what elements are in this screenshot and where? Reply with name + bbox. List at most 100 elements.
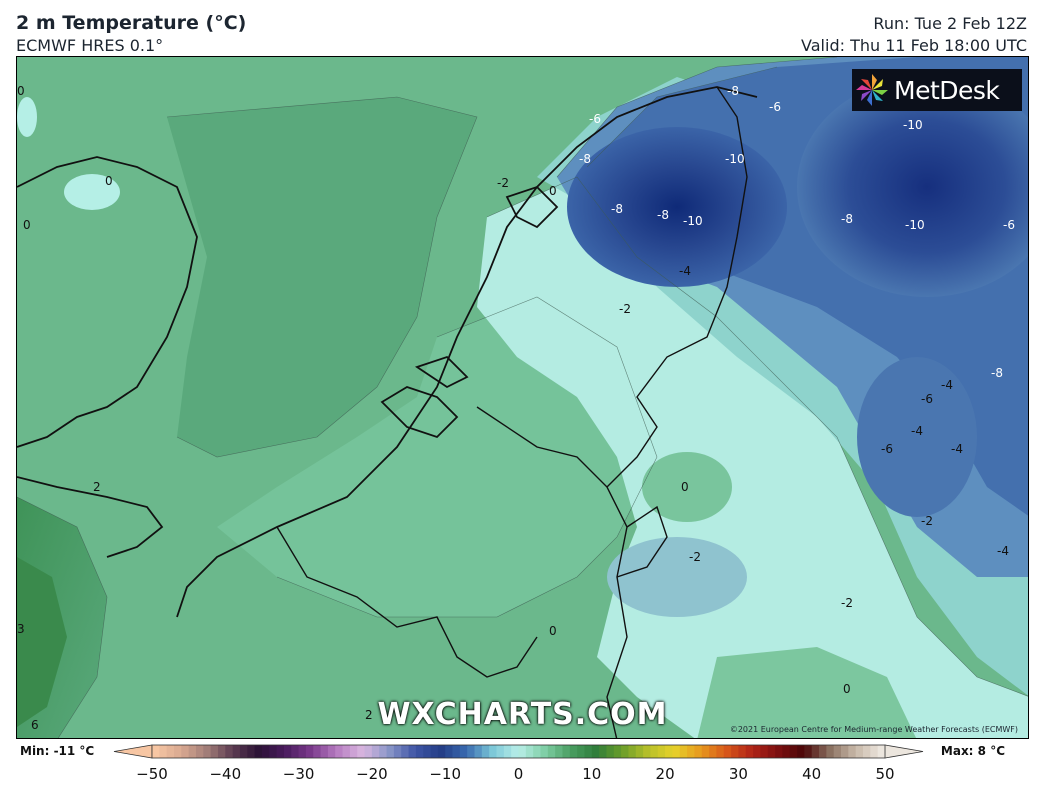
contour-label: 0 — [17, 84, 25, 98]
colorbar-segment — [540, 745, 549, 758]
contour-label: 3 — [17, 622, 25, 636]
green-se — [697, 647, 917, 738]
colorbar-segment — [430, 745, 439, 758]
colorbar-segment — [687, 745, 695, 758]
cyan-band — [477, 177, 1028, 738]
colorbar-segment — [679, 745, 688, 758]
contour-label: -8 — [611, 202, 623, 216]
colorbar-segment — [518, 745, 527, 758]
colorbar-tick-label: 20 — [655, 765, 675, 783]
colorbar-segment — [401, 745, 409, 758]
colorbar-segment — [716, 745, 725, 758]
colorbar-segment — [313, 745, 321, 758]
colorbar-tick-label: 50 — [875, 765, 895, 783]
colorbar-tick-label: 0 — [513, 765, 524, 783]
colorbar-segment — [738, 745, 747, 758]
colorbar-segment — [701, 745, 710, 758]
colorbar-segment — [657, 745, 666, 758]
colorbar-segment — [320, 745, 329, 758]
contour-label: -6 — [921, 392, 933, 406]
contour-label: -10 — [683, 214, 703, 228]
colorbar-segment — [709, 745, 717, 758]
colorbar-segment — [173, 745, 182, 758]
colorbar-segment — [423, 745, 431, 758]
colorbar-segment — [672, 745, 681, 758]
contour-label: -8 — [991, 366, 1003, 380]
colorbar-segment — [841, 745, 849, 758]
coastlines — [17, 86, 758, 618]
colorbar-segment — [232, 745, 241, 758]
colorbar-segment — [760, 745, 769, 758]
colorbar-segment — [159, 745, 168, 758]
colorbar-segment — [393, 745, 402, 758]
colorbar-segment — [379, 745, 387, 758]
contour-label: 2 — [365, 708, 373, 722]
contour-label: -6 — [881, 442, 893, 456]
colorbar-segment — [452, 745, 461, 758]
colorbar-segment — [496, 745, 505, 758]
colorbar-segment — [745, 745, 754, 758]
contour-label: -8 — [579, 152, 591, 166]
cold-core-east — [797, 77, 1028, 297]
colorbar-segment — [335, 745, 343, 758]
colorbar-legend: Min: -11 °C Max: 8 °C −50 −40 −30 −20 −10 0 10… — [0, 740, 1045, 800]
colorbar-segment — [811, 745, 820, 758]
contour-label: 0 — [105, 174, 113, 188]
uk-cold-patch-2 — [17, 97, 37, 137]
colorbar-segment — [525, 745, 534, 758]
colorbar-segment — [386, 745, 395, 758]
valid-time: Valid: Thu 11 Feb 18:00 UTC — [801, 36, 1027, 55]
contour-label: -8 — [727, 84, 739, 98]
colorbar-segment — [877, 745, 886, 758]
metdesk-pinwheel-icon — [856, 74, 888, 106]
colorbar-segment — [547, 745, 556, 758]
colorbar-segment — [305, 745, 314, 758]
contour-label: -4 — [951, 442, 963, 456]
north-sea-shade — [167, 97, 477, 457]
colorbar-tick-label: 40 — [802, 765, 822, 783]
colorbar-segment — [415, 745, 424, 758]
colorbar-segment — [217, 745, 226, 758]
run-time: Run: Tue 2 Feb 12Z — [873, 14, 1027, 33]
colorbar-tick-label: 30 — [728, 765, 748, 783]
colorbar-segment — [863, 745, 871, 758]
colorbar-segment — [848, 745, 857, 758]
contour-label: -2 — [841, 596, 853, 610]
contour-label: 0 — [549, 184, 557, 198]
contour-label: -6 — [589, 112, 601, 126]
colorbar-segment — [357, 745, 365, 758]
model-subtitle: ECMWF HRES 0.1° — [16, 36, 164, 55]
colorbar-segment — [577, 745, 585, 758]
colorbar-segment — [276, 745, 285, 758]
colorbar-segment — [283, 745, 292, 758]
colorbar-segment — [437, 745, 446, 758]
contour-label: 0 — [843, 682, 851, 696]
colorbar-segment — [826, 745, 835, 758]
sw-warm-core — [17, 557, 67, 727]
green-pocket — [642, 452, 732, 522]
colorbar-segment — [569, 745, 578, 758]
contour-label: -10 — [725, 152, 745, 166]
contour-lines — [17, 57, 1028, 738]
contour-label: -8 — [657, 208, 669, 222]
colorbar-segment — [489, 745, 497, 758]
colorbar-segment — [445, 745, 453, 758]
borders — [276, 86, 748, 738]
colorbar-segment — [408, 745, 417, 758]
colorbar-segment — [254, 745, 263, 758]
contour-labels: 0 0 0 2 -2 0 -6 -8 -8 -8 -10 -10 -8 -6 -… — [17, 84, 1015, 732]
contour-label: -6 — [1003, 218, 1015, 232]
temperature-map[interactable]: 0 0 0 2 -2 0 -6 -8 -8 -8 -10 -10 -8 -6 -… — [16, 56, 1029, 739]
colorbar-segment — [819, 745, 827, 758]
colorbar-segment — [203, 745, 212, 758]
colorbar-segment — [225, 745, 234, 758]
colorbar-segment — [804, 745, 813, 758]
contour-label: -2 — [497, 176, 509, 190]
colorbar-segment — [855, 745, 864, 758]
chart-title: 2 m Temperature (°C) — [16, 12, 247, 34]
colorbar-tick-label: −40 — [209, 765, 242, 783]
max-temperature-label: Max: 8 °C — [940, 744, 1005, 758]
logo-text: MetDesk — [894, 75, 1000, 105]
colorbar-segment — [665, 745, 673, 758]
colorbar-segment — [555, 745, 563, 758]
